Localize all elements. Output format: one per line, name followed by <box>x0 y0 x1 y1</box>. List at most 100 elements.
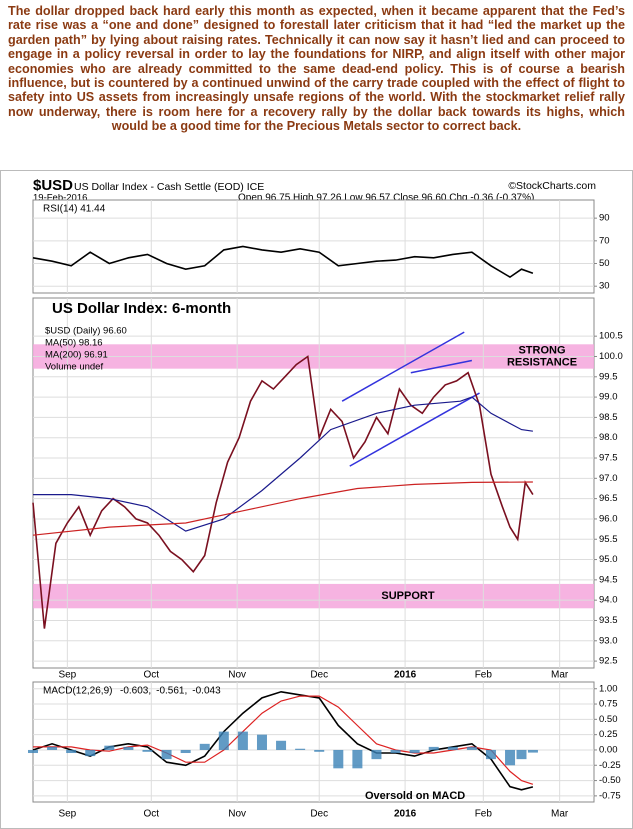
y-tick-label: 94.0 <box>599 595 618 606</box>
panel <box>32 681 595 803</box>
y-tick-label: 94.5 <box>599 574 618 585</box>
y-tick-label: 30 <box>599 281 610 292</box>
y-tick-label: 93.0 <box>599 635 618 646</box>
y-tick-label: 0.75 <box>599 699 618 710</box>
y-tick-label: 99.0 <box>599 392 618 403</box>
series-line <box>32 245 534 279</box>
y-tick-label: 98.0 <box>599 432 618 443</box>
date: 19-Feb-2016 <box>33 193 87 204</box>
y-tick-label: -0.50 <box>599 775 621 786</box>
histogram-bar <box>485 749 496 760</box>
y-tick-label: 98.5 <box>599 412 618 423</box>
y-tick-label: 93.5 <box>599 615 618 626</box>
annotation: US Dollar Index: 6-month <box>52 300 231 317</box>
band-label: RESISTANCE <box>507 356 577 368</box>
x-tick-label: Nov <box>228 670 246 681</box>
histogram-bar <box>527 749 538 753</box>
x-tick-label: Mar <box>551 809 569 820</box>
y-tick-label: 70 <box>599 235 610 246</box>
histogram-bar <box>276 740 287 750</box>
legend-entry: -0.561, <box>156 686 187 697</box>
y-tick-label: 50 <box>599 258 610 269</box>
histogram-bar <box>505 749 516 766</box>
y-tick-label: 0.50 <box>599 714 618 725</box>
x-tick-label: 2016 <box>394 670 417 681</box>
series-line <box>33 695 534 785</box>
y-tick-label: 100.5 <box>599 331 623 342</box>
histogram-bar <box>180 749 191 754</box>
x-tick-label: Mar <box>551 670 569 681</box>
x-tick-label: Dec <box>310 670 328 681</box>
series-line <box>32 690 534 791</box>
legend-entry: MA(200) 96.91 <box>45 350 108 361</box>
histogram-bar <box>409 749 420 754</box>
x-tick-label: 2016 <box>394 809 417 820</box>
legend-entry: $USD (Daily) 96.60 <box>45 326 127 337</box>
y-tick-label: 95.5 <box>599 534 618 545</box>
symbol-name: US Dollar Index - Cash Settle (EOD) ICE <box>74 181 264 193</box>
histogram-bar <box>66 749 77 754</box>
legend-entry: -0.043 <box>192 686 221 697</box>
band <box>33 583 594 609</box>
histogram-bar <box>218 731 229 750</box>
histogram-bar <box>199 743 210 750</box>
band-label: STRONG <box>518 344 565 356</box>
y-tick-label: 92.5 <box>599 656 618 667</box>
panel-title: MACD(12,26,9) <box>43 686 112 697</box>
trend-line <box>410 359 473 374</box>
y-tick-label: 97.0 <box>599 473 618 484</box>
histogram-bar <box>123 746 134 750</box>
source: ©StockCharts.com <box>508 180 596 192</box>
y-tick-label: 99.5 <box>599 371 618 382</box>
histogram-bar <box>256 734 267 750</box>
histogram-bar <box>390 749 401 754</box>
panel <box>32 199 595 294</box>
y-tick-label: -0.25 <box>599 760 621 771</box>
histogram-bar <box>295 748 306 750</box>
legend-entry: MA(50) 98.16 <box>45 338 103 349</box>
trend-line <box>341 331 465 402</box>
histogram-bar <box>352 749 363 769</box>
commentary: The dollar dropped back hard early this … <box>8 4 625 134</box>
series-line <box>32 481 533 536</box>
panel-title: RSI(14) 41.44 <box>43 204 106 215</box>
histogram-bar <box>28 749 38 754</box>
band-label: SUPPORT <box>381 590 434 602</box>
y-tick-label: 96.0 <box>599 513 618 524</box>
x-tick-label: Oct <box>144 670 160 681</box>
y-tick-label: 0.00 <box>599 744 618 755</box>
histogram-bar <box>104 745 115 750</box>
symbol: $USD <box>33 177 73 194</box>
histogram-bar <box>237 731 248 750</box>
x-tick-label: Feb <box>475 809 493 820</box>
legend-entry: Volume undef <box>45 362 103 373</box>
x-tick-label: Feb <box>475 670 493 681</box>
y-tick-label: 1.00 <box>599 683 618 694</box>
x-tick-label: Sep <box>58 670 76 681</box>
histogram-bar <box>161 749 172 760</box>
annotation: Oversold on MACD <box>365 790 465 802</box>
histogram-bar <box>314 749 325 752</box>
trend-line <box>349 392 480 467</box>
y-tick-label: 90 <box>599 213 610 224</box>
y-tick-label: 97.5 <box>599 453 618 464</box>
histogram-bar <box>428 746 439 750</box>
histogram-bar <box>447 746 458 750</box>
histogram-bar <box>333 749 344 769</box>
histogram-bar <box>466 746 477 750</box>
x-tick-label: Dec <box>310 809 328 820</box>
histogram-bar <box>85 749 96 757</box>
quote: Open 96.75 High 97.26 Low 96.57 Close 96… <box>238 193 534 204</box>
series-line <box>33 396 533 532</box>
histogram-bar <box>516 749 527 760</box>
y-tick-label: 0.25 <box>599 729 618 740</box>
y-tick-label: 100.0 <box>599 351 623 362</box>
x-tick-label: Sep <box>58 809 76 820</box>
histogram-bar <box>47 746 58 750</box>
y-tick-label: -0.75 <box>599 790 621 801</box>
series-line <box>32 355 534 629</box>
y-tick-label: 95.0 <box>599 554 618 565</box>
x-tick-label: Nov <box>228 809 246 820</box>
